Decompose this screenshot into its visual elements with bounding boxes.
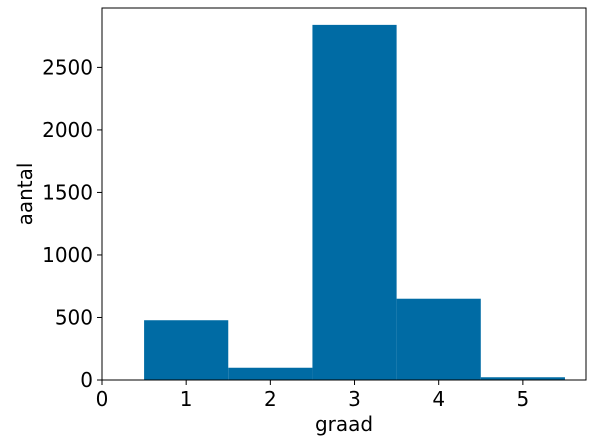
plot-frame xyxy=(101,7,587,381)
bar-4 xyxy=(396,298,481,380)
bar-2 xyxy=(228,367,313,380)
x-tick-label: 0 xyxy=(96,387,109,411)
y-axis-ticks: 0 500 1000 1500 2000 2500 xyxy=(42,55,102,392)
x-axis-label: graad xyxy=(315,412,373,436)
bar-1 xyxy=(144,320,229,380)
x-tick-label: 2 xyxy=(264,387,277,411)
x-tick-label: 5 xyxy=(517,387,530,411)
y-tick-label: 500 xyxy=(55,305,93,329)
x-axis-ticks: 0 1 2 3 4 5 xyxy=(96,380,530,411)
y-tick-label: 0 xyxy=(80,368,93,392)
y-tick-label: 2000 xyxy=(42,118,93,142)
x-tick-label: 1 xyxy=(180,387,193,411)
x-tick-label: 3 xyxy=(348,387,361,411)
bar-5 xyxy=(480,377,565,380)
bars-group xyxy=(144,24,565,380)
bar-3 xyxy=(312,24,397,380)
y-axis-label: aantal xyxy=(13,163,37,226)
y-tick-label: 1000 xyxy=(42,243,93,267)
y-tick-label: 2500 xyxy=(42,55,93,79)
x-tick-label: 4 xyxy=(432,387,445,411)
y-tick-label: 1500 xyxy=(42,180,93,204)
